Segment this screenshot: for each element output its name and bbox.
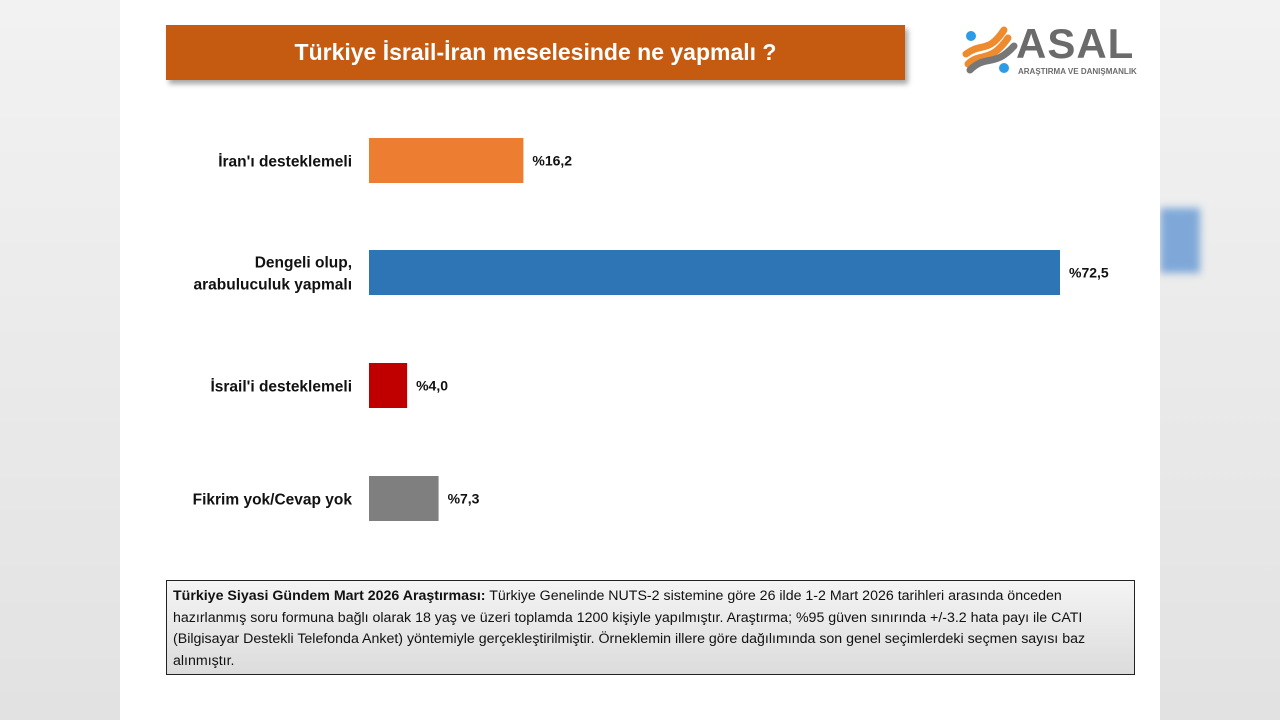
footnote-text: Türkiye Genelinde NUTS-2 sistemine göre … xyxy=(173,588,1086,669)
category-label-1: arabuluculuk yapmalı xyxy=(194,277,353,294)
blurred-background-bar xyxy=(1160,208,1200,273)
asal-logo: ASAL ARAŞTIRMA VE DANIŞMANLIK xyxy=(960,20,1150,80)
blurred-background-left xyxy=(0,0,120,720)
bar-2 xyxy=(369,363,408,408)
data-label-1: %72,5 xyxy=(1069,265,1109,281)
footnote-box: Türkiye Siyasi Gündem Mart 2026 Araştırm… xyxy=(166,580,1135,675)
category-label-0: İran'ı desteklemeli xyxy=(218,154,352,171)
category-label-3: Fikrim yok/Cevap yok xyxy=(193,492,353,509)
footnote-bold: Türkiye Siyasi Gündem Mart 2026 Araştırm… xyxy=(173,588,486,604)
chart-title: Türkiye İsrail-İran meselesinde ne yapma… xyxy=(166,25,905,80)
bar-0 xyxy=(369,138,524,183)
category-label-1: Dengeli olup, xyxy=(255,255,352,272)
logo-mark-icon xyxy=(962,26,1018,74)
blurred-background-right xyxy=(1160,0,1280,720)
data-label-2: %4,0 xyxy=(416,378,448,394)
logo-word: ASAL xyxy=(1016,20,1135,67)
logo-subtitle: ARAŞTIRMA VE DANIŞMANLIK xyxy=(1018,67,1137,76)
category-label-2: İsrail'i desteklemeli xyxy=(210,379,352,396)
bar-1 xyxy=(369,250,1060,295)
data-label-0: %16,2 xyxy=(532,153,572,169)
data-label-3: %7,3 xyxy=(448,491,480,507)
bar-3 xyxy=(369,476,439,521)
